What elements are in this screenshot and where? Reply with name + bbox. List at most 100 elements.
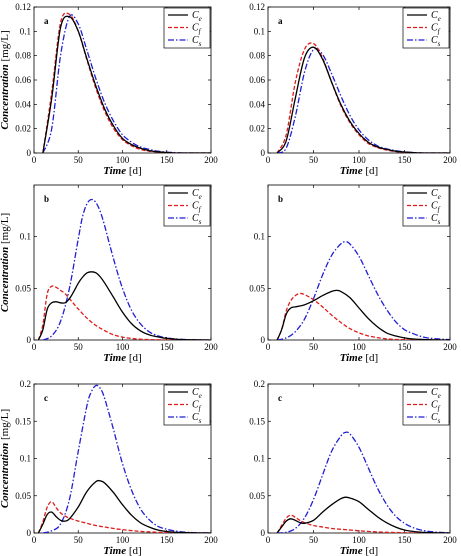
legend-entry-Cf: Cf: [431, 23, 441, 36]
y-tick-label: 0: [261, 528, 266, 538]
y-tick-label: 0.08: [249, 51, 265, 61]
x-tick-label: 200: [204, 535, 218, 545]
y-tick-label: 0.1: [20, 232, 31, 242]
panel-6: 0 50 100 150 200 0 0.05 0.1 0.15 0.2 Time [d] c CeCf…: [249, 379, 457, 556]
series-line-Cf: [276, 514, 450, 533]
series-line-Cf: [42, 12, 211, 153]
panel-label: c: [44, 393, 48, 403]
x-tick-label: 0: [266, 535, 271, 545]
x-tick-label: 100: [352, 155, 366, 165]
y-tick-label: 0.05: [15, 283, 31, 293]
y-tick-label: 0: [27, 528, 32, 538]
y-tick-label: 0.12: [15, 2, 31, 12]
y-tick-label: 0.05: [15, 491, 31, 501]
panel-3: 0 50 100 150 200 0 0.05 0.1 Time [d] Concentratio…: [0, 184, 218, 364]
y-tick-label: 0: [27, 148, 32, 158]
x-tick-label: 100: [116, 535, 130, 545]
series-group: [37, 384, 211, 533]
x-tick-label: 50: [74, 155, 84, 165]
x-axis-label: Time [d]: [340, 165, 378, 177]
x-tick-label: 100: [116, 155, 130, 165]
x-tick-label: 0: [266, 342, 271, 352]
x-tick-label: 50: [309, 535, 319, 545]
series-line-Cf: [276, 42, 450, 153]
y-tick-label: 0.1: [254, 232, 265, 242]
x-tick-label: 0: [32, 342, 37, 352]
panel-label: b: [44, 194, 49, 204]
x-tick-label: 200: [204, 155, 218, 165]
series-line-Ce: [37, 479, 211, 533]
y-tick-label: 0.08: [15, 51, 31, 61]
x-tick-label: 150: [398, 535, 412, 545]
x-tick-label: 150: [160, 155, 174, 165]
series-line-Cf: [37, 501, 211, 533]
legend-entry-Cf: Cf: [192, 201, 202, 214]
panel-label: a: [278, 16, 283, 26]
y-tick-label: 0.02: [15, 124, 31, 134]
legend-entry-Cs: Cs: [431, 412, 441, 425]
y-axis-label: Concentration [mg/L]: [0, 30, 11, 129]
x-axis-label: Time [d]: [340, 352, 378, 364]
y-tick-label: 0.1: [20, 26, 31, 36]
x-axis-label: Time [d]: [340, 545, 378, 556]
y-tick-label: 0.1: [20, 454, 31, 464]
y-tick-label: 0.04: [249, 99, 265, 109]
y-tick-label: 0.2: [20, 379, 31, 389]
y-tick-label: 0.15: [249, 416, 265, 426]
legend-entry-Ce: Ce: [192, 387, 202, 400]
x-tick-label: 200: [204, 342, 218, 352]
series-line-Cf: [276, 292, 450, 340]
x-tick-label: 50: [309, 342, 319, 352]
x-tick-label: 0: [32, 155, 37, 165]
x-tick-label: 0: [266, 155, 271, 165]
y-tick-label: 0: [261, 335, 266, 345]
series-group: [42, 12, 211, 153]
x-tick-label: 200: [443, 155, 457, 165]
panel-1: 0 50 100 150 200 0 0.02 0.04 0.06 0.08 0.1 0.12 Time…: [0, 2, 218, 177]
legend-entry-Ce: Ce: [192, 188, 202, 201]
series-group: [276, 241, 450, 340]
y-tick-label: 0.02: [249, 124, 265, 134]
y-tick-label: 0.1: [254, 454, 265, 464]
y-tick-label: 0.06: [15, 75, 31, 85]
series-line-Cs: [276, 241, 450, 340]
y-tick-label: 0.06: [249, 75, 265, 85]
y-tick-label: 0.12: [249, 2, 265, 12]
series-line-Ce: [276, 46, 450, 153]
y-axis-label: Concentration [mg/L]: [0, 409, 11, 508]
x-tick-label: 100: [352, 342, 366, 352]
legend-entry-Ce: Ce: [431, 188, 441, 201]
x-tick-label: 150: [160, 342, 174, 352]
panel-2: 0 50 100 150 200 0 0.02 0.04 0.06 0.08 0.1 0.12 Time…: [249, 2, 457, 177]
x-tick-label: 100: [116, 342, 130, 352]
x-tick-label: 50: [74, 535, 84, 545]
y-tick-label: 0.05: [249, 491, 265, 501]
legend-entry-Cf: Cf: [192, 23, 202, 36]
legend-entry-Cf: Cf: [431, 400, 441, 413]
panel-label: b: [278, 194, 283, 204]
legend-entry-Cs: Cs: [192, 213, 202, 226]
x-tick-label: 150: [398, 342, 412, 352]
panel-label: a: [44, 16, 49, 26]
legend-entry-Cs: Cs: [192, 412, 202, 425]
legend-entry-Cs: Cs: [431, 35, 441, 48]
x-tick-label: 0: [32, 535, 37, 545]
y-tick-label: 0.1: [254, 26, 265, 36]
panel-5: 0 50 100 150 200 0 0.05 0.1 0.15 0.2 Time [d] Conce…: [0, 379, 218, 556]
y-tick-label: 0: [261, 148, 266, 158]
y-tick-label: 0.04: [15, 99, 31, 109]
legend-entry-Cs: Cs: [431, 213, 441, 226]
x-axis-label: Time [d]: [103, 352, 141, 364]
legend-entry-Cf: Cf: [431, 201, 441, 214]
x-tick-label: 50: [309, 155, 319, 165]
series-line-Cf: [37, 285, 211, 340]
x-tick-label: 200: [443, 535, 457, 545]
x-tick-label: 100: [352, 535, 366, 545]
